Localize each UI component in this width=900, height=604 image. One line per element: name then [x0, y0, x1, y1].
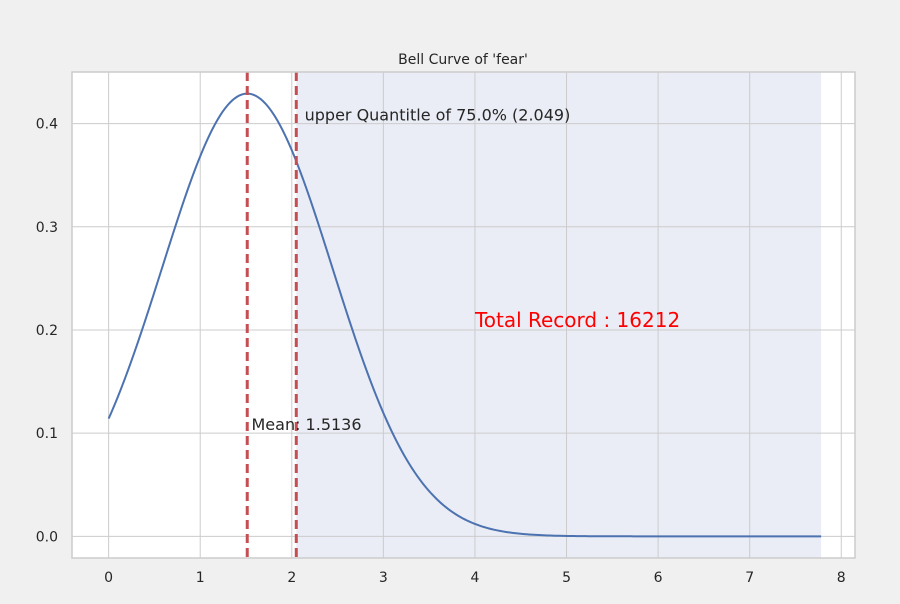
- y-tick-label-4: 0.4: [36, 117, 58, 133]
- y-tick-label-0: 0.0: [36, 529, 58, 545]
- total-record-annotation: Total Record : 16212: [474, 308, 680, 332]
- mean-annotation: Mean: 1.5136: [251, 415, 361, 434]
- y-tick-label-2: 0.2: [36, 323, 58, 339]
- x-tick-label-4: 4: [470, 570, 479, 586]
- chart-title: Bell Curve of 'fear': [398, 52, 528, 68]
- y-tick-label-1: 0.1: [36, 426, 58, 442]
- x-tick-label-0: 0: [104, 570, 113, 586]
- annotations: upper Quantitle of 75.0% (2.049) Mean: 1.…: [251, 105, 680, 434]
- x-tick-label-2: 2: [287, 570, 296, 586]
- x-tick-label-6: 6: [654, 570, 663, 586]
- curve-layer: [107, 92, 822, 538]
- x-tick-label-7: 7: [745, 570, 754, 586]
- x-tick-label-5: 5: [562, 570, 571, 586]
- y-tick-label-3: 0.3: [36, 220, 58, 236]
- vlines-layer: [245, 72, 298, 558]
- quantile-annotation: upper Quantitle of 75.0% (2.049): [305, 105, 571, 124]
- x-tick-label-1: 1: [196, 570, 205, 586]
- tick-labels: 0 1 2 3 4 5 6 7 8 0.0 0.1 0.2 0.3 0.4: [36, 117, 846, 586]
- x-tick-label-8: 8: [837, 570, 846, 586]
- x-tick-label-3: 3: [379, 570, 388, 586]
- gridlines: [72, 72, 855, 558]
- plot-frame: [71, 71, 856, 559]
- bell-curve-line: [107, 92, 822, 538]
